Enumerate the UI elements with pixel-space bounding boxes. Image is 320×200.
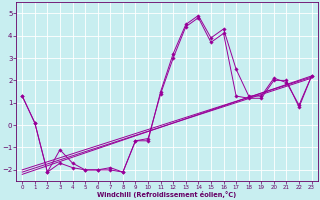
X-axis label: Windchill (Refroidissement éolien,°C): Windchill (Refroidissement éolien,°C) bbox=[97, 191, 236, 198]
